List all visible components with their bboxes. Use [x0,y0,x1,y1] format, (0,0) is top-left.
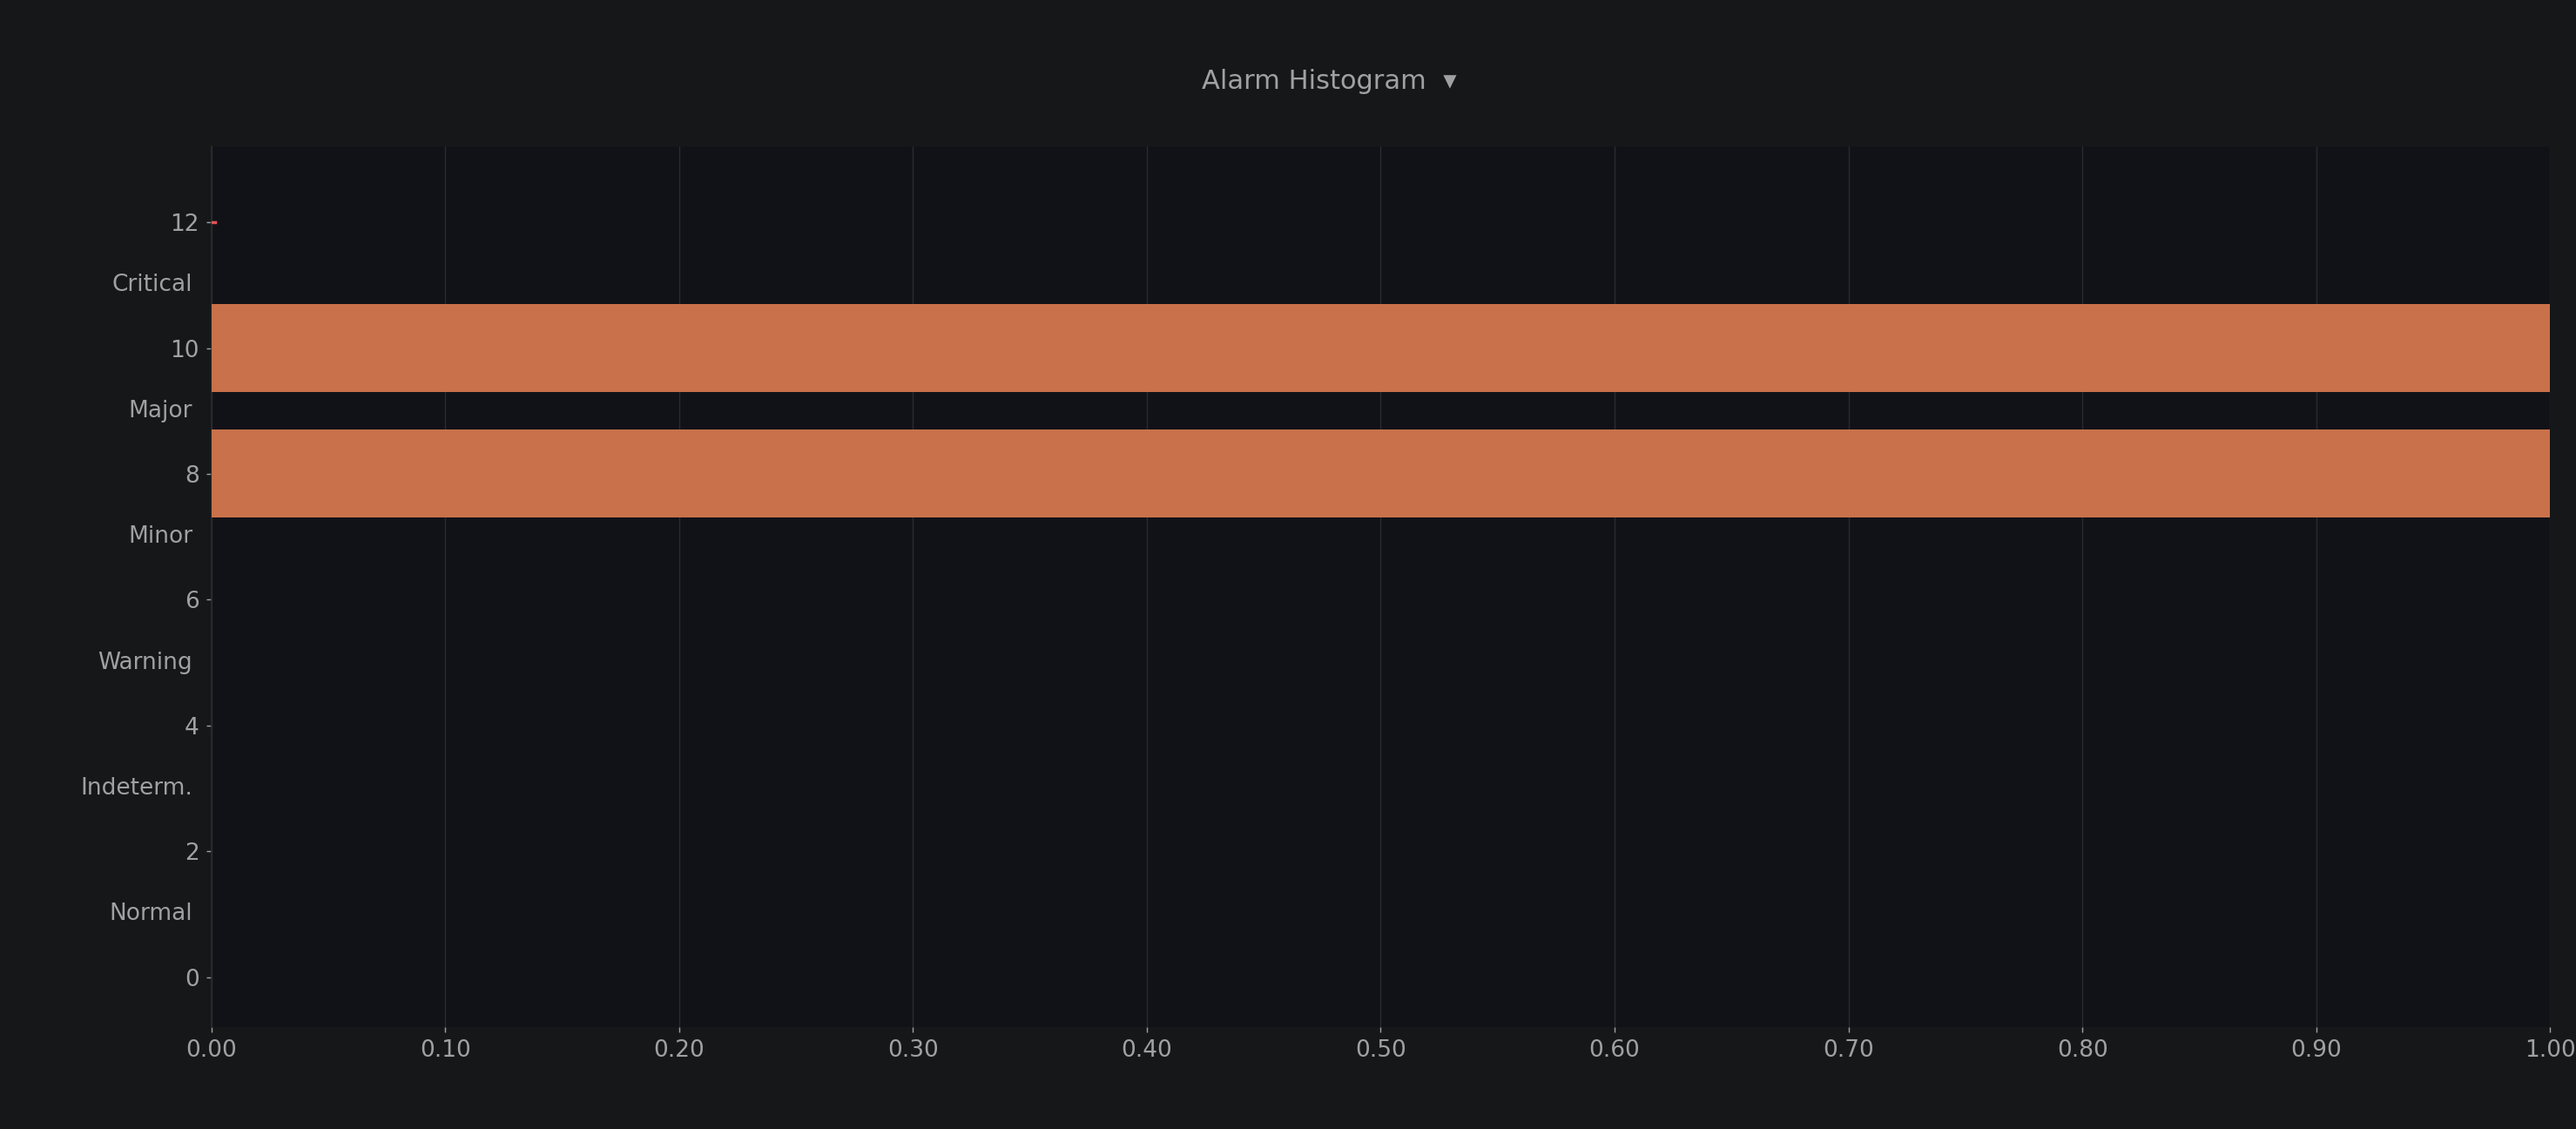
Text: Major: Major [129,400,193,422]
Text: Minor: Minor [129,525,193,548]
Text: Warning: Warning [98,651,193,674]
Text: Alarm Histogram  ▾: Alarm Histogram ▾ [1203,69,1455,94]
Bar [211,430,2550,518]
Text: Critical: Critical [111,274,193,297]
Text: Indeterm.: Indeterm. [80,777,193,799]
Text: Normal: Normal [108,903,193,926]
Bar [211,304,2550,392]
